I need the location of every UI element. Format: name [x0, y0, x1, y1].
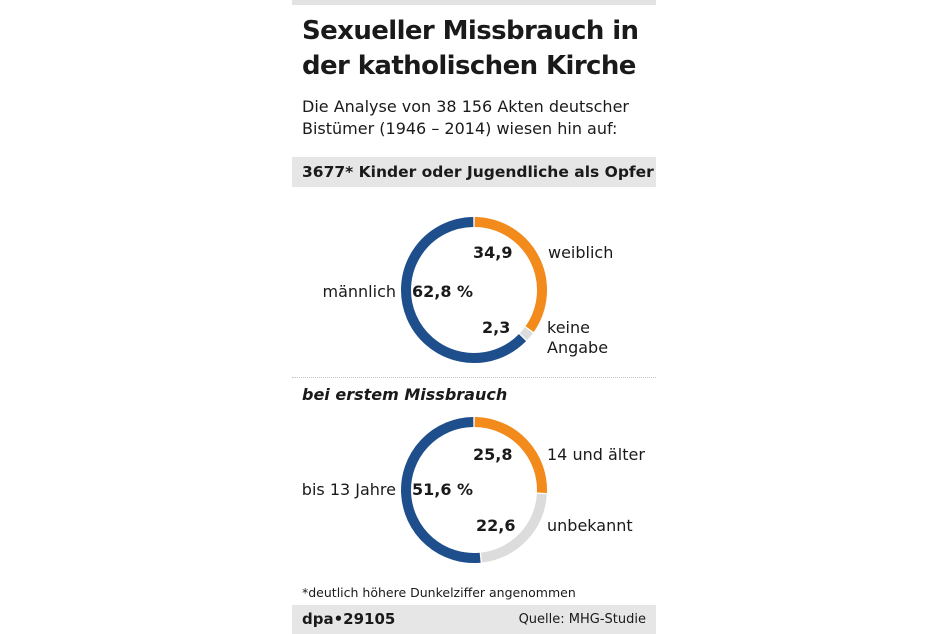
legend-label-unbekannt: unbekannt [547, 516, 633, 535]
donut-segment-bis-13-jahre [401, 417, 481, 563]
value-label-maennlich: 62,8 % [412, 282, 474, 301]
donut-segment-weiblich [474, 217, 547, 332]
value-label-bis-13-jahre: 51,6 % [412, 480, 474, 499]
section-label-first-abuse: bei erstem Missbrauch [302, 385, 508, 404]
victims-headline: 3677* Kinder oder Jugendliche als Opfer [302, 163, 654, 181]
footnote: *deutlich höhere Dunkelziffer angenommen [302, 585, 576, 600]
value-label-unbekannt: 22,6 [476, 516, 516, 535]
legend-label-bis-13-jahre: bis 13 Jahre [301, 480, 396, 499]
value-label-weiblich: 34,9 [473, 243, 513, 262]
donut-segment-keine-angabe [519, 327, 533, 341]
top-bar [292, 0, 656, 5]
subtitle-line-1: Die Analyse von 38 156 Akten deutscher [302, 97, 629, 116]
value-label-14-und-aelter: 25,8 [473, 445, 513, 464]
chart-subtitle: Die Analyse von 38 156 Akten deutscher B… [302, 96, 652, 140]
footer-bar: dpa•29105 Quelle: MHG-Studie [292, 605, 656, 634]
donut-segment-unbekannt [480, 493, 547, 563]
value-label-keine-angabe: 2,3 [482, 318, 511, 337]
chart-title: Sexueller Missbrauch in der katholischen… [302, 14, 652, 84]
source-label: Quelle: MHG-Studie [518, 612, 646, 627]
section-divider [292, 377, 656, 378]
donut-segment-männlich [401, 217, 527, 363]
gender-donut-chart [401, 217, 547, 363]
subtitle-line-2: Bistümer (1946 – 2014) wiesen hin auf: [302, 119, 618, 138]
donut-segment-14-und-älter [474, 417, 547, 493]
legend-label-maennlich: männlich [322, 282, 397, 301]
title-line-2: der katholischen Kirche [302, 51, 636, 81]
age-donut-chart [401, 417, 547, 563]
legend-label-keine-angabe: keine Angabe [547, 318, 609, 357]
headline-box: 3677* Kinder oder Jugendliche als Opfer [292, 157, 656, 187]
agency-logo: dpa•29105 [302, 610, 396, 628]
infographic-panel: Sexueller Missbrauch in der katholischen… [292, 0, 656, 634]
title-line-1: Sexueller Missbrauch in [302, 16, 639, 46]
legend-label-14-und-aelter: 14 und älter [547, 445, 645, 464]
legend-label-weiblich: weiblich [548, 243, 614, 262]
